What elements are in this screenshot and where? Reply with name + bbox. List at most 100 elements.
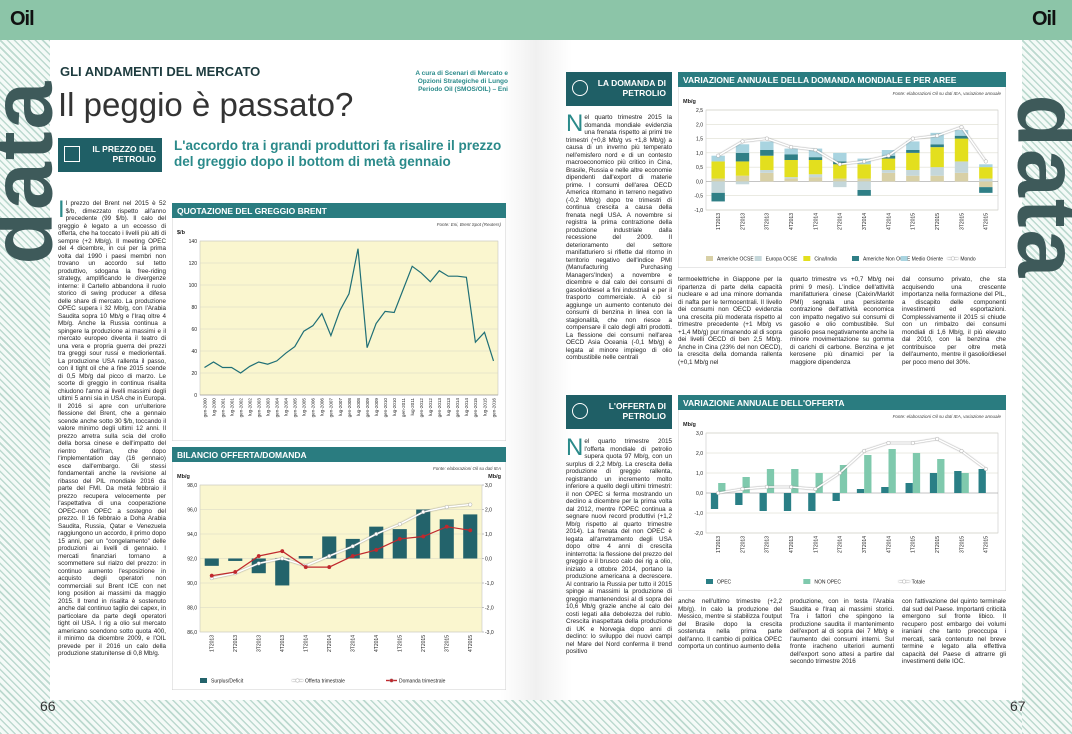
bar <box>791 469 799 493</box>
y-tick-label: -0,5 <box>694 194 703 200</box>
bar <box>937 459 945 493</box>
bar <box>808 177 823 182</box>
logo: Oil <box>1032 8 1057 30</box>
x-tick-label: 3T2013 <box>765 536 771 553</box>
bar <box>905 483 913 493</box>
page-number: 67 <box>1010 698 1026 714</box>
bar <box>954 471 962 493</box>
bar <box>735 161 750 176</box>
x-tick-label: lug-2004 <box>284 398 289 416</box>
x-tick-label: gen-2015 <box>473 398 478 418</box>
line-marker <box>421 509 426 514</box>
legend-swatch <box>200 678 207 683</box>
line-marker <box>444 505 449 510</box>
bar <box>833 152 847 162</box>
line-marker <box>421 534 426 539</box>
y-tick-label: -1,0 <box>694 208 703 214</box>
bar <box>735 175 750 182</box>
bar <box>808 160 823 175</box>
bar <box>857 190 871 196</box>
chart: BILANCIO OFFERTA/DOMANDA Fonte: elaborazi… <box>172 447 506 690</box>
y-tick-label: 20 <box>191 371 197 377</box>
bar <box>930 144 944 148</box>
legend-label: Americhe Non OCSE <box>863 257 911 263</box>
bar <box>839 465 848 493</box>
x-tick-label: lug-2006 <box>320 398 325 416</box>
bar <box>718 483 726 493</box>
y-tick-label: 90,0 <box>187 581 197 587</box>
x-tick-label: lug-2007 <box>338 398 343 416</box>
chart: VARIAZIONE ANNUALE DELLA DOMANDA MONDIAL… <box>678 72 1006 268</box>
legend-label: Domanda trimestrale <box>399 679 446 685</box>
legend-swatch <box>902 579 907 584</box>
legend-swatch <box>803 256 811 261</box>
y-tick-label: 3,0 <box>696 431 703 437</box>
side-strip <box>1022 40 1072 734</box>
kicker: GLI ANDAMENTI DEL MERCATO <box>60 64 261 79</box>
x-tick-label: 4T2015 <box>468 635 474 652</box>
y2-tick-label: 1,0 <box>485 532 492 538</box>
line-marker <box>862 449 867 454</box>
x-tick-label: gen-2009 <box>365 398 370 418</box>
line <box>204 248 495 374</box>
bar <box>760 155 774 170</box>
x-tick-label: 1T2013 <box>716 536 722 553</box>
chart-header <box>678 72 1006 87</box>
line-marker <box>256 554 261 559</box>
x-tick-label: gen-2016 <box>491 398 496 418</box>
x-tick-label: gen-2013 <box>437 398 442 418</box>
top-band <box>536 0 1072 40</box>
legend-label: Offerta trimestrale <box>305 679 345 685</box>
body-text: termoelettriche in Giappone per la ripar… <box>678 276 782 366</box>
legend-swatch <box>900 256 908 261</box>
line-marker <box>813 147 818 152</box>
bar <box>833 164 847 179</box>
line-marker <box>764 484 769 489</box>
x-tick-label: gen-2000 <box>202 398 207 418</box>
x-tick-label: lug-2010 <box>392 398 397 416</box>
legend-swatch <box>706 256 713 261</box>
line-marker <box>740 139 745 144</box>
x-tick-label: gen-2014 <box>455 398 460 418</box>
line <box>717 126 987 166</box>
legend-label: Totale <box>912 580 926 586</box>
line-marker <box>397 536 402 541</box>
x-tick-label: 2T2013 <box>740 536 746 553</box>
line-marker <box>886 441 891 446</box>
x-tick-label: gen-2003 <box>256 398 261 418</box>
y-tick-label: 92,0 <box>187 557 197 563</box>
bar <box>881 170 896 173</box>
bar <box>979 164 993 168</box>
line-marker <box>740 486 745 491</box>
bar <box>954 161 969 173</box>
bar <box>881 487 889 493</box>
x-tick-label: 4T2014 <box>374 635 380 652</box>
chart-title: QUOTAZIONE DEL GREGGIO BRENT <box>177 206 328 216</box>
y-tick-label: 94,0 <box>187 532 197 538</box>
bar <box>808 493 816 511</box>
bar <box>298 556 313 559</box>
legend-label: Europa OCSE <box>766 257 798 263</box>
line-marker <box>837 470 842 475</box>
section-title: LA DOMANDA DI PETROLIO <box>597 78 666 98</box>
x-tick-label: 4T2015 <box>984 213 990 230</box>
chart: QUOTAZIONE DEL GREGGIO BRENT Fonte: Eni, … <box>172 203 506 441</box>
line-marker <box>468 528 473 533</box>
bar <box>906 152 920 170</box>
body-text: con l'attivazione del quinto terminale d… <box>902 598 1006 665</box>
x-tick-label: 2T2015 <box>935 536 941 553</box>
x-tick-label: 4T2013 <box>789 213 795 230</box>
x-tick-label: gen-2004 <box>275 398 280 418</box>
x-tick-label: lug-2005 <box>302 398 307 416</box>
y-tick-label: 2,5 <box>696 108 703 114</box>
section-box: IL PREZZO DEL PETROLIO <box>58 138 162 172</box>
bar <box>906 175 920 182</box>
side-label: data <box>999 94 1072 280</box>
bar <box>439 519 454 559</box>
x-tick-label: lug-2002 <box>247 398 252 416</box>
chart-title: BILANCIO OFFERTA/DOMANDA <box>177 450 307 460</box>
legend-label: Mondo <box>960 257 976 263</box>
y2-tick-label: -1,0 <box>485 581 494 587</box>
y-tick-label: 0 <box>194 393 197 399</box>
body-text: Nel quarto trimestre 2015 l'offerta mond… <box>566 438 672 655</box>
